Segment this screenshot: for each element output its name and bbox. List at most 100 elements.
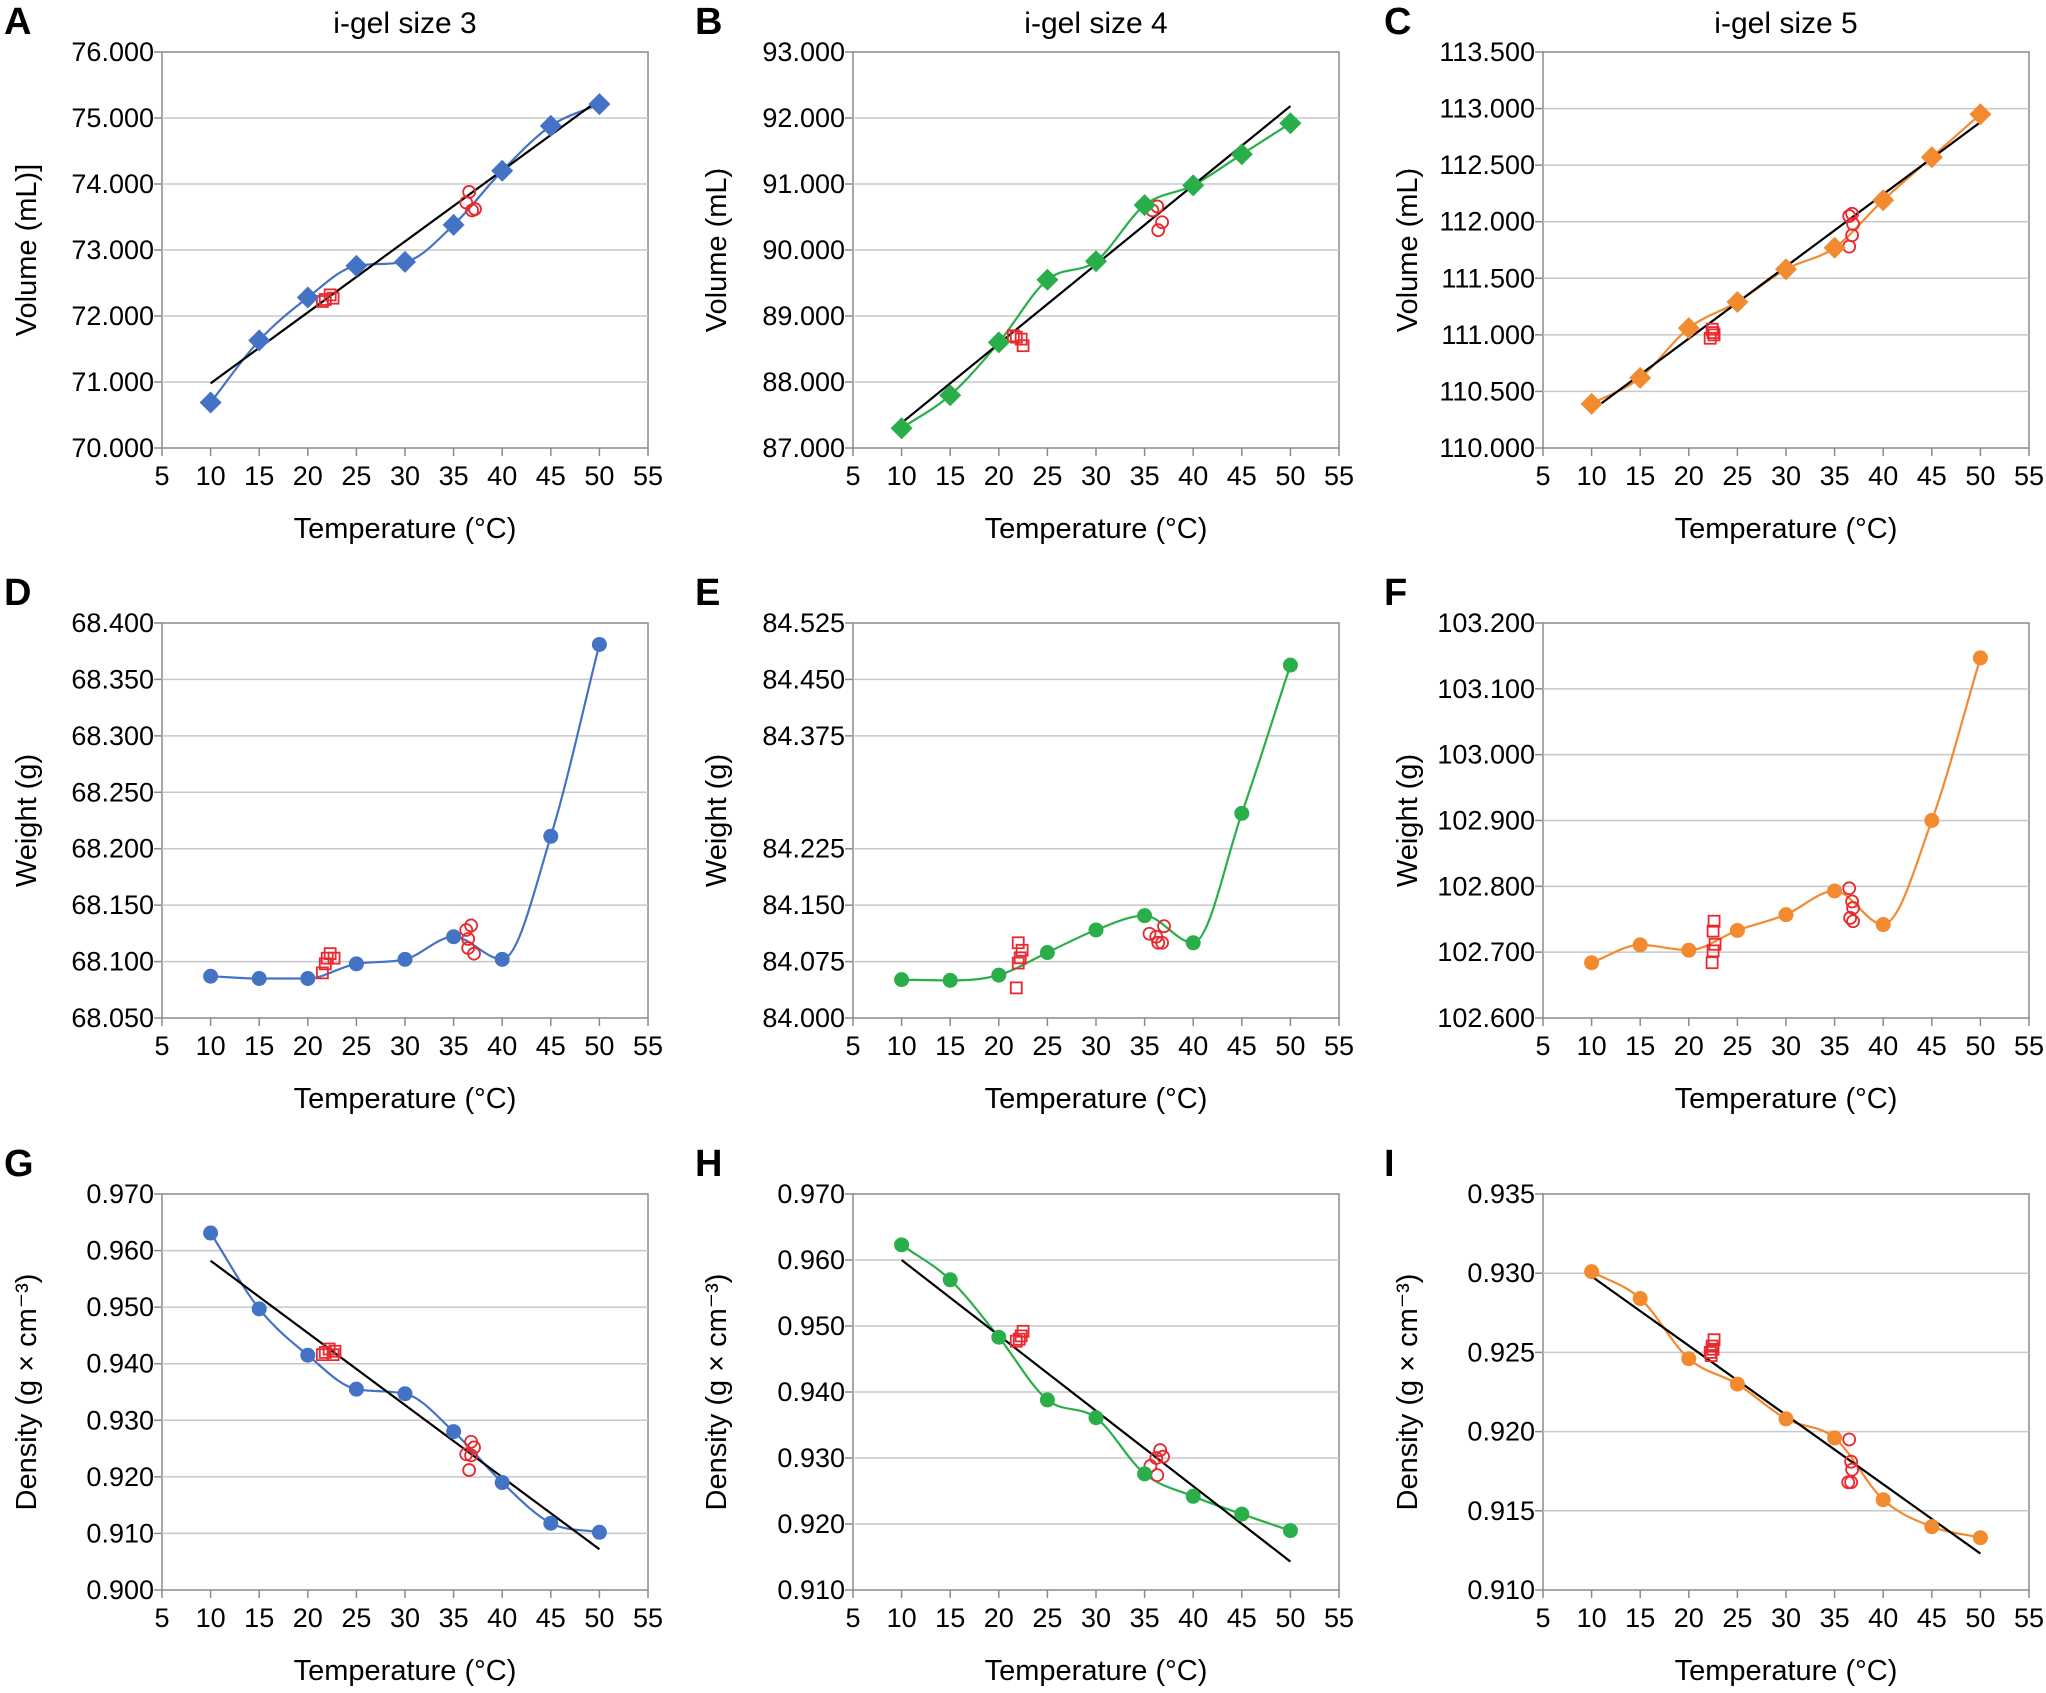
y-tick-label: 0.920 (1467, 1417, 1535, 1447)
data-point (251, 1301, 267, 1317)
room-temp-point (1706, 944, 1720, 958)
data-point (1039, 945, 1055, 961)
panel-title: i-gel size 5 (1714, 7, 1857, 40)
panel-g: 0.900 0.910 0.920 0.930 0.940 0.950 0.960 0.970… (4, 1143, 663, 1687)
body-temp-point (461, 932, 476, 946)
body-temp-point (464, 918, 478, 933)
data-point (1729, 922, 1745, 938)
y-tick-label: 0.920 (86, 1462, 154, 1492)
y-tick-label: 70.000 (71, 433, 154, 463)
x-tick-label: 25 (1032, 1031, 1062, 1061)
y-axis-label: Volume (mL) (1392, 168, 1424, 332)
body-temp-point (1156, 1449, 1170, 1464)
body-temp-point (1142, 926, 1157, 941)
x-tick-label: 55 (2014, 461, 2044, 491)
data-point (591, 636, 607, 652)
room-temp-point (1707, 914, 1721, 928)
y-tick-label: 0.930 (86, 1405, 154, 1435)
data-point (203, 968, 219, 984)
y-tick-label: 0.950 (86, 1292, 154, 1322)
x-tick-label: 40 (487, 461, 517, 491)
data-point (491, 159, 514, 182)
body-temp-point (1155, 935, 1169, 950)
data-point (1085, 250, 1107, 273)
data-point (588, 93, 611, 116)
data-point (987, 331, 1010, 354)
x-tick-label: 30 (1771, 461, 1801, 491)
data-point (1584, 955, 1600, 971)
y-tick-label: 0.960 (777, 1245, 845, 1275)
x-tick-label: 30 (1081, 1603, 1111, 1633)
y-axis-label: Volume (mL)] (11, 164, 43, 336)
data-point (591, 1524, 607, 1540)
data-point (1580, 392, 1603, 415)
x-tick-label: 45 (536, 1603, 566, 1633)
x-tick-label: 55 (633, 1603, 663, 1633)
x-axis-label: Temperature (°C) (294, 513, 517, 545)
data-point (1875, 1492, 1891, 1508)
data-point (300, 971, 316, 986)
y-tick-label: 68.200 (71, 834, 154, 864)
y-tick-label: 84.150 (762, 890, 845, 920)
room-temp-point (318, 1346, 332, 1359)
y-tick-label: 0.960 (86, 1236, 154, 1266)
y-tick-label: 0.935 (1467, 1179, 1535, 1209)
data-point (1778, 907, 1794, 923)
y-tick-label: 0.940 (86, 1349, 154, 1379)
room-temp-point (1706, 1342, 1720, 1356)
body-temp-point (1843, 911, 1858, 925)
x-axis-label: Temperature (°C) (1675, 1655, 1898, 1687)
x-tick-label: 45 (1917, 1031, 1947, 1061)
x-tick-label: 30 (390, 1603, 420, 1633)
data-point (1729, 1376, 1745, 1392)
room-temp-point (1009, 981, 1023, 995)
x-tick-label: 50 (1275, 1603, 1305, 1633)
x-tick-label: 35 (1820, 461, 1850, 491)
x-tick-label: 10 (887, 1603, 917, 1633)
x-tick-label: 35 (1130, 1031, 1160, 1061)
y-tick-label: 113.000 (1439, 94, 1535, 124)
room-temp-point (323, 947, 337, 961)
body-temp-point (462, 1463, 477, 1477)
body-temp-point (1845, 894, 1859, 909)
y-tick-label: 91.000 (762, 169, 845, 199)
x-tick-label: 10 (196, 1031, 226, 1061)
x-tick-label: 30 (1771, 1603, 1801, 1633)
x-tick-label: 40 (1868, 461, 1898, 491)
x-tick-label: 30 (1081, 461, 1111, 491)
y-axis-label: Density (g × cm⁻³) (1392, 1274, 1424, 1511)
room-temp-point (1011, 936, 1025, 950)
x-tick-label: 35 (1130, 461, 1160, 491)
x-tick-label: 40 (1178, 461, 1208, 491)
x-tick-label: 10 (887, 461, 917, 491)
data-point (1234, 1506, 1250, 1522)
y-tick-label: 0.910 (86, 1518, 154, 1548)
x-tick-label: 5 (1535, 1603, 1550, 1633)
y-tick-label: 90.000 (762, 235, 845, 265)
y-tick-label: 71.000 (71, 367, 154, 397)
x-axis-label: Temperature (°C) (1675, 513, 1898, 545)
x-tick-label: 5 (154, 461, 169, 491)
data-point (1972, 1530, 1988, 1546)
y-tick-label: 102.700 (1437, 937, 1535, 967)
x-tick-label: 50 (584, 1603, 614, 1633)
panel-letter: H (695, 1143, 722, 1185)
data-point (1088, 1410, 1104, 1426)
y-tick-label: 73.000 (71, 235, 154, 265)
data-point (494, 1475, 510, 1491)
data-point (1279, 112, 1302, 135)
data-point (1133, 194, 1156, 217)
x-tick-label: 25 (1032, 1603, 1062, 1633)
panel-letter: E (695, 572, 720, 614)
room-temp-point (1016, 1324, 1030, 1338)
x-tick-label: 20 (293, 1031, 323, 1061)
y-tick-label: 113.500 (1439, 37, 1535, 67)
body-temp-point (1149, 1451, 1164, 1465)
x-tick-label: 20 (1674, 1603, 1704, 1633)
data-point (1875, 917, 1891, 933)
x-tick-label: 20 (984, 461, 1014, 491)
data-point (397, 1386, 413, 1402)
x-tick-label: 10 (1577, 1031, 1607, 1061)
x-axis-label: Temperature (°C) (1675, 1083, 1898, 1115)
body-temp-point (1157, 919, 1171, 934)
